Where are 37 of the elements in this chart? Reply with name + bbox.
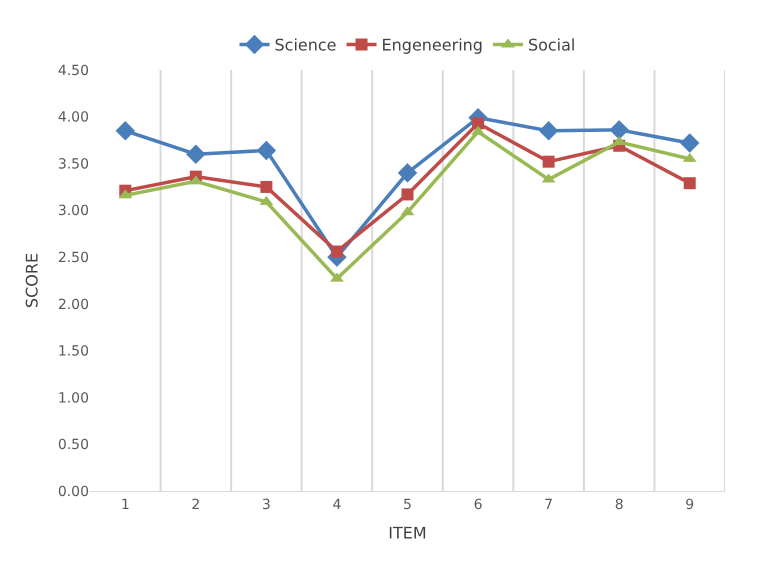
x-axis-title: ITEM [388, 524, 427, 542]
y-tick-label: 2.00 [58, 296, 89, 313]
y-tick-label: 1.00 [58, 390, 89, 406]
x-tick-label: 1 [120, 496, 130, 513]
y-tick-label: 1.50 [58, 344, 89, 360]
x-tick-label: 5 [403, 496, 412, 513]
x-tick-label: 9 [685, 496, 694, 513]
point [260, 180, 272, 193]
y-axis-title: SCORE [22, 252, 42, 308]
legend-label: Science [274, 36, 337, 55]
point [402, 188, 414, 200]
point [684, 177, 696, 190]
y-tick-label: 0.00 [58, 484, 89, 500]
y-tick-label: 3.50 [58, 156, 89, 172]
point [186, 144, 206, 164]
x-tick-label: 8 [614, 496, 624, 513]
point [680, 133, 700, 153]
y-tick-label: 4.00 [58, 110, 89, 126]
x-tick-label: 4 [332, 496, 342, 513]
x-tick-label: 2 [191, 496, 200, 513]
point [538, 121, 558, 141]
x-tick-label: 3 [262, 496, 271, 513]
point [542, 156, 555, 168]
point [398, 163, 418, 183]
y-tick-label: 3.00 [58, 203, 89, 220]
point [609, 120, 629, 140]
point [256, 140, 276, 160]
y-tick-label: 2.50 [58, 250, 89, 266]
x-tick-label: 7 [544, 496, 554, 513]
y-tick-label: 0.50 [58, 437, 89, 454]
point [472, 117, 484, 130]
legend-label: Engeneering [382, 36, 483, 55]
point [330, 246, 343, 258]
x-tick-label: 6 [474, 496, 483, 513]
point [116, 121, 136, 141]
legend-label: Social [528, 36, 576, 55]
y-tick-label: 4.50 [58, 62, 89, 79]
